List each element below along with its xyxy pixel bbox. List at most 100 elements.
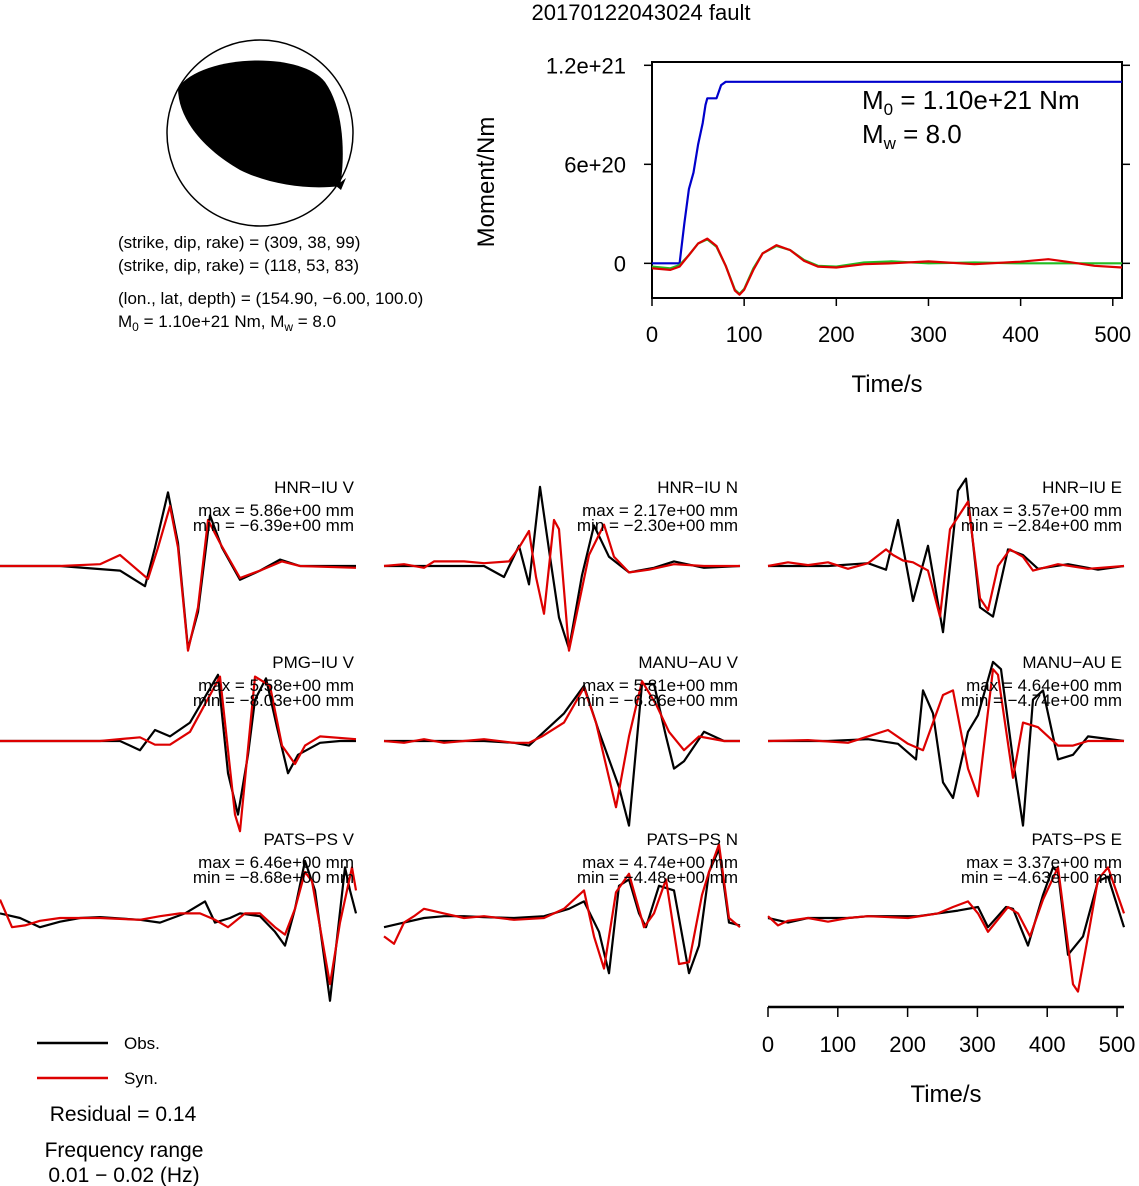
synthetic-waveform (767, 500, 1125, 618)
moment-series-line-3 (651, 237, 1123, 296)
m0-annotation-symbol: M (862, 85, 884, 115)
max-amplitude-label: max = 4.74e+00 mm (582, 853, 738, 872)
max-amplitude-label: max = 2.17e+00 mm (582, 501, 738, 520)
observed-waveform (0, 673, 356, 816)
min-amplitude-label: min = −8.68e+00 mm (193, 868, 354, 887)
nodal-plane-2: (strike, dip, rake) = (118, 53, 83) (118, 256, 359, 275)
station-label: HNR−IU N (657, 478, 738, 497)
beachball-compressional-quadrant (178, 60, 343, 188)
synthetic-waveform (767, 668, 1124, 798)
waveform-x-axis-label: Time/s (910, 1081, 981, 1108)
x-tick-label: 300 (910, 322, 947, 347)
m0-annotation-value: = 1.10e+21 Nm (893, 85, 1079, 115)
moment-series-line-1 (652, 80, 1122, 265)
y-tick-label: 0 (614, 251, 626, 276)
min-amplitude-label: min = −2.30e+00 mm (577, 516, 738, 535)
min-amplitude-label: min = −6.39e+00 mm (193, 516, 354, 535)
moment-series-line-2 (651, 238, 1122, 295)
waveform-time-axis: 0 100 200 300 400 500 Time/s (762, 1005, 1136, 1108)
synthetic-waveform (383, 518, 740, 652)
min-amplitude-label: min = −8.03e+00 mm (193, 691, 354, 710)
waveform-x-tick-label: 200 (889, 1032, 926, 1057)
x-axis-label: Time/s (851, 371, 922, 398)
station-label: PATS−PS N (647, 830, 738, 849)
hypocenter-location: (lon., lat, depth) = (154.90, −6.00, 100… (118, 289, 423, 308)
beachball-small-wedge (336, 178, 346, 190)
x-tick-label: 500 (1094, 322, 1131, 347)
x-tick-label: 400 (1002, 322, 1039, 347)
nodal-plane-1: (strike, dip, rake) = (309, 38, 99) (118, 233, 360, 252)
waveform-x-tick-label: 400 (1029, 1032, 1066, 1057)
max-amplitude-label: max = 6.46e+00 mm (198, 853, 354, 872)
residual-text: Residual = 0.14 (50, 1103, 197, 1126)
moment-magnitude-line: M0 = 1.10e+21 Nm, Mw = 8.0 (118, 312, 336, 334)
station-label: MANU−AU V (638, 653, 738, 672)
mw-annotation-subscript: w (883, 134, 897, 153)
min-amplitude-label: min = −4.74e+00 mm (961, 691, 1122, 710)
m0-subscript: 0 (132, 320, 139, 334)
legend-obs-label: Obs. (124, 1034, 160, 1053)
max-amplitude-label: max = 5.58e+00 mm (198, 676, 354, 695)
legend-syn-label: Syn. (124, 1069, 158, 1088)
synthetic-waveform (0, 866, 358, 986)
station-label: PATS−PS V (263, 830, 354, 849)
waveform-x-tick-label: 100 (819, 1032, 856, 1057)
max-amplitude-label: max = 4.64e+00 mm (966, 676, 1122, 695)
mw-annotation: Mw = 8.0 (862, 119, 962, 153)
max-amplitude-label: max = 5.81e+00 mm (582, 676, 738, 695)
max-amplitude-label: max = 5.86e+00 mm (198, 501, 354, 520)
focal-mechanism-beachball (166, 39, 354, 227)
synthetic-waveform (383, 843, 741, 970)
figure-title: 20170122043024 fault (532, 0, 751, 25)
m0-symbol: M (118, 312, 132, 331)
frequency-range-title: Frequency range (45, 1139, 204, 1162)
waveform-x-tick-label: 0 (762, 1032, 774, 1057)
station-label: PMG−IU V (272, 653, 354, 672)
min-amplitude-label: min = −6.86e+00 mm (577, 691, 738, 710)
station-label: HNR−IU V (274, 478, 354, 497)
waveform-x-tick-label: 300 (959, 1032, 996, 1057)
frequency-range-value: 0.01 − 0.02 (Hz) (48, 1164, 199, 1186)
observed-waveform (768, 660, 1125, 827)
station-label: MANU−AU E (1022, 653, 1122, 672)
m0-annotation-subscript: 0 (884, 100, 893, 119)
y-axis-label: Moment/Nm (473, 117, 500, 248)
m0-value: = 1.10e+21 Nm, M (139, 312, 285, 331)
mw-annotation-symbol: M (862, 119, 884, 149)
mw-annotation-value: = 8.0 (896, 119, 962, 149)
station-label: PATS−PS E (1031, 830, 1122, 849)
min-amplitude-label: min = −4.63e+00 mm (961, 868, 1122, 887)
mw-value: = 8.0 (293, 312, 336, 331)
x-tick-label: 0 (646, 322, 658, 347)
moment-rate-chart: 0 6e+20 1.2e+21 0 100 200 300 400 500 Time/s Momen… (473, 53, 1131, 398)
y-tick-label: 6e+20 (564, 152, 626, 177)
waveform-x-tick-label: 500 (1099, 1032, 1136, 1057)
min-amplitude-label: min = −4.48e+00 mm (577, 868, 738, 887)
legend: Obs. Syn. (37, 1034, 160, 1088)
max-amplitude-label: max = 3.57e+00 mm (966, 501, 1122, 520)
x-tick-label: 100 (726, 322, 763, 347)
y-tick-label: 1.2e+21 (546, 53, 626, 78)
synthetic-waveform (0, 675, 357, 833)
mw-subscript: w (283, 320, 293, 334)
synthetic-waveform (767, 866, 1126, 993)
m0-annotation: M0 = 1.10e+21 Nm (862, 85, 1080, 119)
max-amplitude-label: max = 3.37e+00 mm (966, 853, 1122, 872)
synthetic-waveform (0, 505, 357, 652)
moment-plot-frame (651, 61, 1123, 299)
station-label: HNR−IU E (1042, 478, 1122, 497)
synthetic-waveform (383, 680, 740, 809)
min-amplitude-label: min = −2.84e+00 mm (961, 516, 1122, 535)
x-tick-label: 200 (818, 322, 855, 347)
